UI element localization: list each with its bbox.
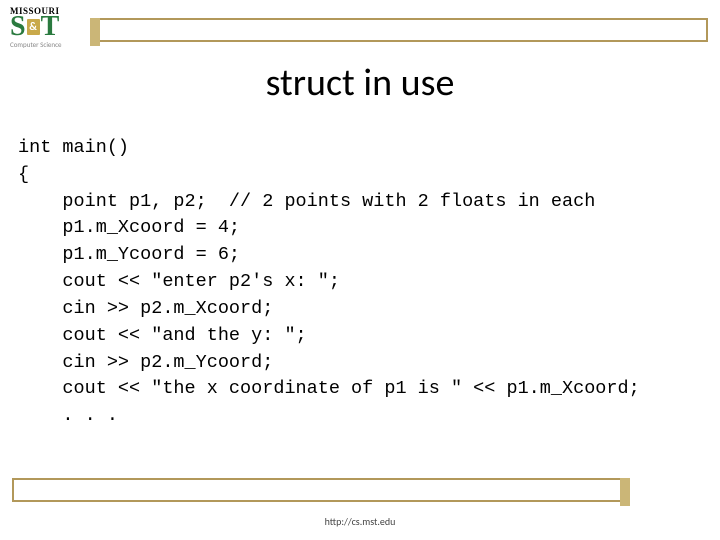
code-line: p1.m_Ycoord = 6; [18, 244, 240, 265]
logo-subtitle: Computer Science [10, 40, 80, 49]
slide-title: struct in use [0, 60, 720, 106]
code-block: int main() { point p1, p2; // 2 points w… [18, 135, 702, 430]
code-line: cin >> p2.m_Xcoord; [18, 298, 273, 319]
footer-url: http://cs.mst.edu [0, 515, 720, 528]
code-line: point p1, p2; // 2 points with 2 floats … [18, 191, 595, 212]
code-line: cout << "the x coordinate of p1 is " << … [18, 378, 640, 399]
footer-bar-accent [620, 478, 630, 506]
code-line: p1.m_Xcoord = 4; [18, 217, 240, 238]
logo-letter-t: T [41, 14, 60, 39]
code-line: { [18, 164, 29, 185]
code-line: cout << "enter p2's x: "; [18, 271, 340, 292]
footer-divider-bar [12, 478, 630, 502]
code-line: . . . [18, 405, 118, 426]
university-logo: MISSOURI S & T Computer Science [10, 6, 80, 49]
code-line: cout << "and the y: "; [18, 325, 307, 346]
logo-letter-s: S [10, 14, 26, 39]
code-line: cin >> p2.m_Ycoord; [18, 352, 273, 373]
logo-ampersand: & [27, 19, 40, 35]
header-divider-bar [90, 18, 708, 42]
header-bar-accent [90, 18, 100, 46]
logo-letters: S & T [10, 14, 80, 39]
code-line: int main() [18, 137, 129, 158]
